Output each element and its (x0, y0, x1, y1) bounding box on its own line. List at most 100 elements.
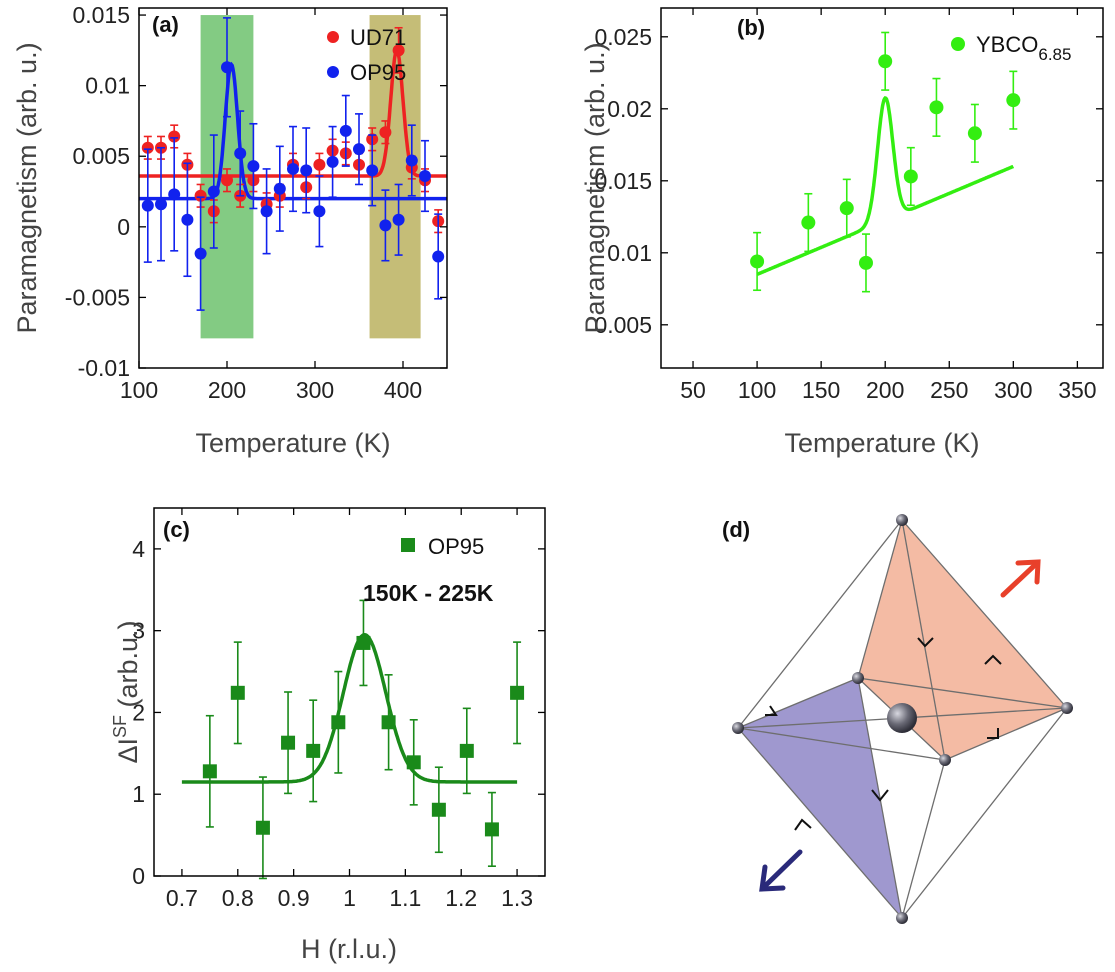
data-point-ybco (750, 254, 765, 269)
y-tick-label: 0.02 (607, 96, 652, 122)
data-point-ybco (929, 100, 944, 115)
y-axis-label-c-sup: SF (110, 715, 130, 738)
data-point-op95 (392, 213, 405, 226)
legend-marker-ybco (951, 37, 965, 51)
y-tick-label: 0.005 (594, 312, 652, 338)
data-point-op95 (141, 199, 154, 212)
data-point-ud71 (313, 158, 326, 171)
data-point-op95 (381, 715, 396, 730)
y-tick-label: 3 (132, 618, 145, 644)
data-point-op95 (155, 198, 167, 211)
purple-face (738, 678, 902, 918)
data-point-ybco (878, 54, 893, 69)
x-tick-label: 300 (994, 377, 1032, 403)
legend-label-op95-c: OP95 (428, 534, 484, 559)
x-tick-label: 100 (120, 377, 158, 403)
chart-panel-a: 100 200 300 400 -0.01 -0.005 0 0.005 0.01 0.015 (… (12, 2, 448, 458)
x-tick-label: 200 (866, 377, 904, 403)
y-axis-label-c-rest: (arb.u.) (113, 620, 143, 715)
data-point-ud71 (168, 130, 181, 143)
legend-label-ybco-sub: 6.85 (1038, 45, 1071, 64)
data-point-op95 (405, 154, 418, 167)
data-point-op95 (313, 205, 326, 218)
legend-marker-ud71 (327, 31, 339, 43)
data-point-ud71 (194, 189, 207, 202)
x-tick-label: 400 (384, 377, 422, 403)
diagram-panel-d: (d) (722, 514, 1073, 924)
panel-label-a: (a) (152, 12, 179, 37)
data-point-op95 (202, 764, 217, 779)
y-tick-label: 4 (132, 536, 145, 562)
data-point-op95 (273, 182, 286, 195)
data-point-op95 (260, 205, 273, 218)
data-point-op95 (406, 755, 421, 770)
data-point-ybco (858, 255, 873, 270)
data-point-ud71 (392, 44, 405, 57)
data-point-ybco (1006, 93, 1021, 108)
y-axis-label-b: Paramagnetism (arb. u.) (580, 42, 610, 333)
data-point-ud71 (221, 174, 233, 187)
data-point-op95 (431, 802, 446, 817)
panel-label-d: (d) (722, 517, 750, 542)
data-point-op95 (353, 143, 365, 156)
vertex-atoms (732, 514, 1073, 924)
y-tick-label: 0 (117, 214, 130, 240)
data-point-op95 (306, 743, 321, 758)
data-point-op95 (356, 635, 371, 650)
data-point-ud71 (379, 126, 392, 139)
x-tick-label: 1.2 (445, 885, 477, 911)
x-tick-label: 50 (680, 377, 706, 403)
data-point-op95 (181, 213, 194, 226)
legend-label-ybco: YBCO6.85 (976, 32, 1071, 64)
x-tick-label: 100 (738, 377, 776, 403)
plot-frame-c (153, 507, 546, 877)
y-tick-label: 0.005 (72, 143, 130, 169)
x-axis-label-b: Temperature (K) (784, 428, 979, 458)
data-point-op95 (379, 219, 392, 232)
legend-label-op95: OP95 (350, 60, 406, 85)
data-point-ybco (967, 126, 982, 141)
blue-moment-arrow (759, 849, 803, 892)
data-point-op95 (366, 164, 379, 177)
y-tick-label: -0.005 (65, 284, 130, 310)
data-point-ybco (801, 215, 816, 230)
data-point-op95 (432, 250, 445, 263)
data-point-op95 (207, 185, 220, 198)
legend-marker-op95-c (401, 538, 415, 552)
data-point-op95 (510, 685, 525, 700)
y-tick-label: 0 (132, 863, 145, 889)
data-point-op95 (326, 155, 339, 168)
x-axis-label-c: H (r.l.u.) (301, 934, 397, 964)
data-point-op95 (331, 715, 346, 730)
x-tick-label: 350 (1058, 377, 1096, 403)
x-tick-label: 200 (208, 377, 246, 403)
chart-panel-b: 50 100 150 200 250 300 350 0.005 0.01 0.015 0.02 0.… (580, 7, 1104, 458)
y-tick-label: 0.01 (85, 73, 130, 99)
x-tick-label: 1 (343, 885, 356, 911)
panel-label-c: (c) (163, 517, 190, 542)
chart-panel-c: 0.7 0.8 0.9 1 1.1 1.2 1.3 0 1 2 3 4 (c) OP95 150K -… (110, 507, 546, 964)
x-tick-label: 1.3 (501, 885, 533, 911)
temperature-range-annotation: 150K - 225K (363, 580, 494, 606)
y-tick-label: 1 (132, 781, 145, 807)
central-atom (887, 703, 917, 733)
data-point-op95 (419, 170, 431, 182)
x-tick-label: 1.1 (389, 885, 421, 911)
plot-frame-b (660, 7, 1104, 369)
y-axis-label-a: Paramagnetism (arb. u.) (12, 42, 42, 333)
fit-line-op95 (181, 633, 518, 784)
legend-label-ybco-main: YBCO (976, 32, 1038, 57)
data-point-op95 (234, 147, 247, 160)
data-point-op95 (300, 164, 313, 177)
data-point-op95 (287, 162, 299, 175)
legend-label-ud71: UD71 (350, 25, 406, 50)
data-point-op95 (255, 820, 270, 835)
plot-frame-a (138, 7, 448, 369)
data-point-ybco (903, 169, 918, 184)
y-tick-label: -0.01 (78, 355, 130, 381)
data-point-op95 (230, 685, 245, 700)
y-axis-label-c: ΔISF (arb.u.) (110, 620, 143, 763)
x-tick-label: 150 (802, 377, 840, 403)
y-tick-label: 0.015 (594, 168, 652, 194)
